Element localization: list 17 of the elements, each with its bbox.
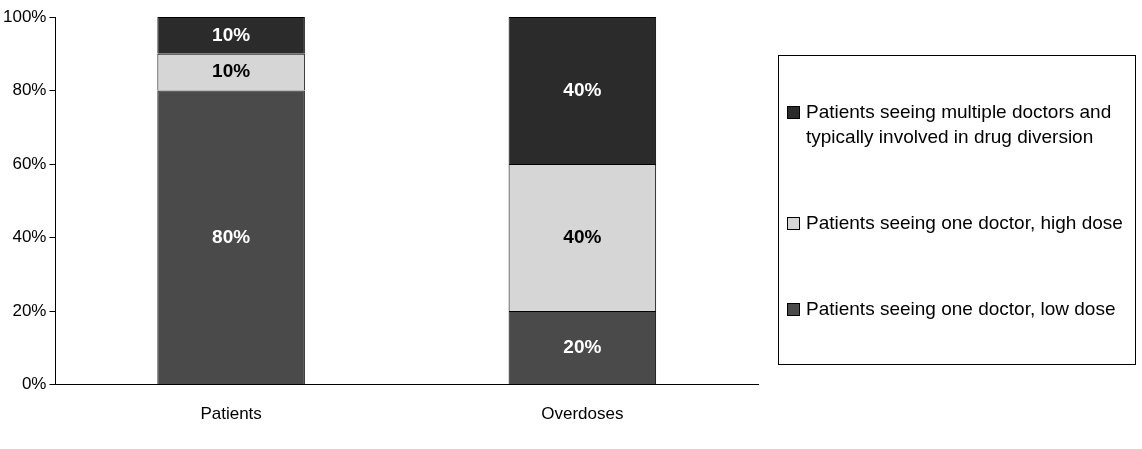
legend-label: Patients seeing one doctor, high dose [806,211,1123,235]
data-label: 40% [563,225,602,247]
data-label: 20% [563,335,602,357]
data-label: 10% [212,60,251,82]
legend-label: Patients seeing multiple doctors and typically involved in drug diversion [806,99,1113,149]
y-tick-label: 40% [12,227,47,247]
y-tick-label: 60% [12,153,47,173]
legend-label: Patients seeing one doctor, low dose [806,297,1116,322]
data-label: 80% [212,225,251,247]
y-tick-label: 100% [3,6,47,26]
x-tick-label: Patients [200,404,262,424]
y-tick-label: 20% [12,300,47,320]
data-label: 10% [212,23,251,45]
y-tick-label: 0% [21,374,47,394]
data-label: 40% [563,78,602,100]
y-tick-label: 80% [12,80,47,100]
x-tick-label: Overdoses [541,404,624,424]
